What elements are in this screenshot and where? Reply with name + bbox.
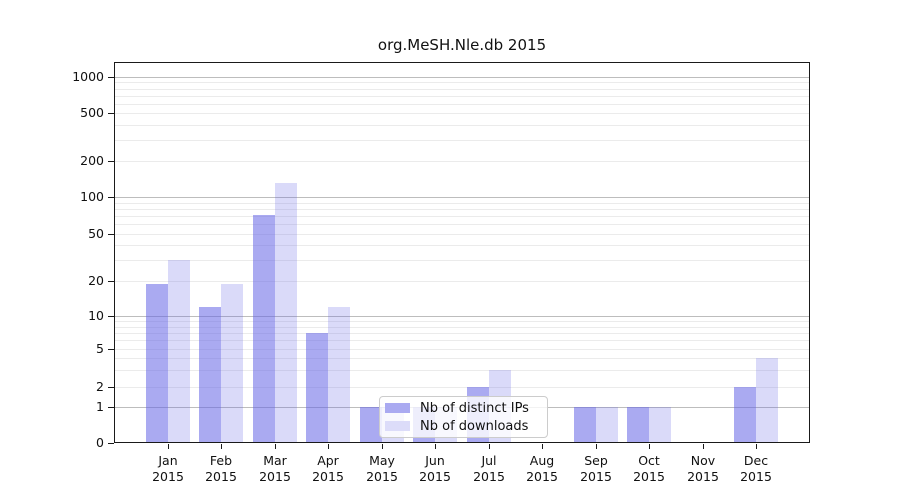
y-tick (108, 234, 114, 235)
bar-dec-nb-of-distinct-ips (734, 387, 756, 443)
gridline-minor (115, 209, 809, 210)
gridline-minor (115, 82, 809, 83)
x-tick-label: Dec 2015 (740, 453, 772, 484)
x-tick-label: Apr 2015 (312, 453, 344, 484)
x-tick (596, 444, 597, 449)
gridline-minor (115, 327, 809, 328)
y-tick (108, 407, 114, 408)
gridline-minor (115, 260, 809, 261)
x-tick (221, 444, 222, 449)
gridline-minor (115, 89, 809, 90)
bar-mar-nb-of-downloads (275, 183, 297, 443)
x-tick-label: Sep 2015 (580, 453, 612, 484)
gridline-minor (115, 340, 809, 341)
bar-feb-nb-of-distinct-ips (199, 307, 221, 443)
bar-dec-nb-of-downloads (756, 358, 778, 443)
gridline-minor (115, 224, 809, 225)
bar-jan-nb-of-distinct-ips (146, 284, 168, 443)
bar-sep-nb-of-downloads (596, 407, 618, 443)
bar-sep-nb-of-distinct-ips (574, 407, 596, 443)
legend-entry-distinct-ips: Nb of distinct IPs (385, 399, 541, 417)
y-tick (108, 316, 114, 317)
gridline-minor (115, 358, 809, 359)
x-tick (756, 444, 757, 449)
bar-apr-nb-of-downloads (328, 307, 350, 443)
y-tick (108, 281, 114, 282)
bar-apr-nb-of-distinct-ips (306, 333, 328, 443)
x-tick (649, 444, 650, 449)
y-tick (108, 113, 114, 114)
gridline-minor (115, 245, 809, 246)
gridline-major (115, 197, 809, 198)
y-tick (108, 161, 114, 162)
x-tick (382, 444, 383, 449)
x-tick-label: Jun 2015 (419, 453, 451, 484)
y-tick-label: 500 (80, 105, 104, 120)
gridline-major (115, 77, 809, 78)
x-tick (489, 444, 490, 449)
y-tick (108, 443, 114, 444)
y-tick-label: 10 (88, 308, 104, 323)
x-tick-label: Aug 2015 (526, 453, 558, 484)
y-tick-label: 1000 (72, 69, 104, 84)
x-tick (328, 444, 329, 449)
gridline-minor (115, 203, 809, 204)
gridline-minor (115, 321, 809, 322)
y-tick (108, 387, 114, 388)
y-tick-label: 100 (80, 189, 104, 204)
x-tick-label: Nov 2015 (687, 453, 719, 484)
x-tick (168, 444, 169, 449)
y-tick (108, 77, 114, 78)
gridline-minor (115, 125, 809, 126)
x-tick (275, 444, 276, 449)
gridline-minor (115, 161, 809, 162)
y-tick-label: 1 (96, 399, 104, 414)
legend-swatch-downloads (385, 421, 410, 431)
y-tick-label: 200 (80, 153, 104, 168)
gridline-minor (115, 113, 809, 114)
gridline-minor (115, 370, 809, 371)
gridline-minor (115, 281, 809, 282)
x-tick-label: Oct 2015 (633, 453, 665, 484)
legend-entry-downloads: Nb of downloads (385, 417, 541, 435)
x-tick-label: Jan 2015 (152, 453, 184, 484)
bar-may-nb-of-distinct-ips (360, 407, 382, 443)
y-tick-label: 0 (96, 435, 104, 450)
gridline-major (115, 316, 809, 317)
gridline-minor (115, 333, 809, 334)
bar-jan-nb-of-downloads (168, 260, 190, 443)
x-tick-label: May 2015 (366, 453, 398, 484)
x-tick (703, 444, 704, 449)
x-tick (542, 444, 543, 449)
legend-swatch-distinct-ips (385, 403, 410, 413)
chart-title: org.MeSH.Nle.db 2015 (377, 36, 547, 54)
y-tick-label: 5 (96, 341, 104, 356)
bar-oct-nb-of-distinct-ips (627, 407, 649, 443)
x-tick-label: Jul 2015 (473, 453, 505, 484)
gridline-minor (115, 104, 809, 105)
gridline-minor (115, 216, 809, 217)
y-tick (108, 349, 114, 350)
legend-label-distinct-ips: Nb of distinct IPs (420, 400, 529, 416)
y-tick-label: 2 (96, 379, 104, 394)
gridline-minor (115, 349, 809, 350)
y-tick-label: 20 (88, 273, 104, 288)
x-tick-label: Mar 2015 (259, 453, 291, 484)
y-tick-label: 50 (88, 226, 104, 241)
bar-feb-nb-of-downloads (221, 284, 243, 443)
legend: Nb of distinct IPs Nb of downloads (379, 396, 548, 438)
y-tick (108, 197, 114, 198)
bar-oct-nb-of-downloads (649, 407, 671, 443)
legend-label-downloads: Nb of downloads (420, 418, 529, 434)
x-tick (435, 444, 436, 449)
bar-mar-nb-of-distinct-ips (253, 215, 275, 443)
gridline-minor (115, 96, 809, 97)
gridline-minor (115, 234, 809, 235)
gridline-minor (115, 387, 809, 388)
x-tick-label: Feb 2015 (205, 453, 237, 484)
gridline-minor (115, 140, 809, 141)
